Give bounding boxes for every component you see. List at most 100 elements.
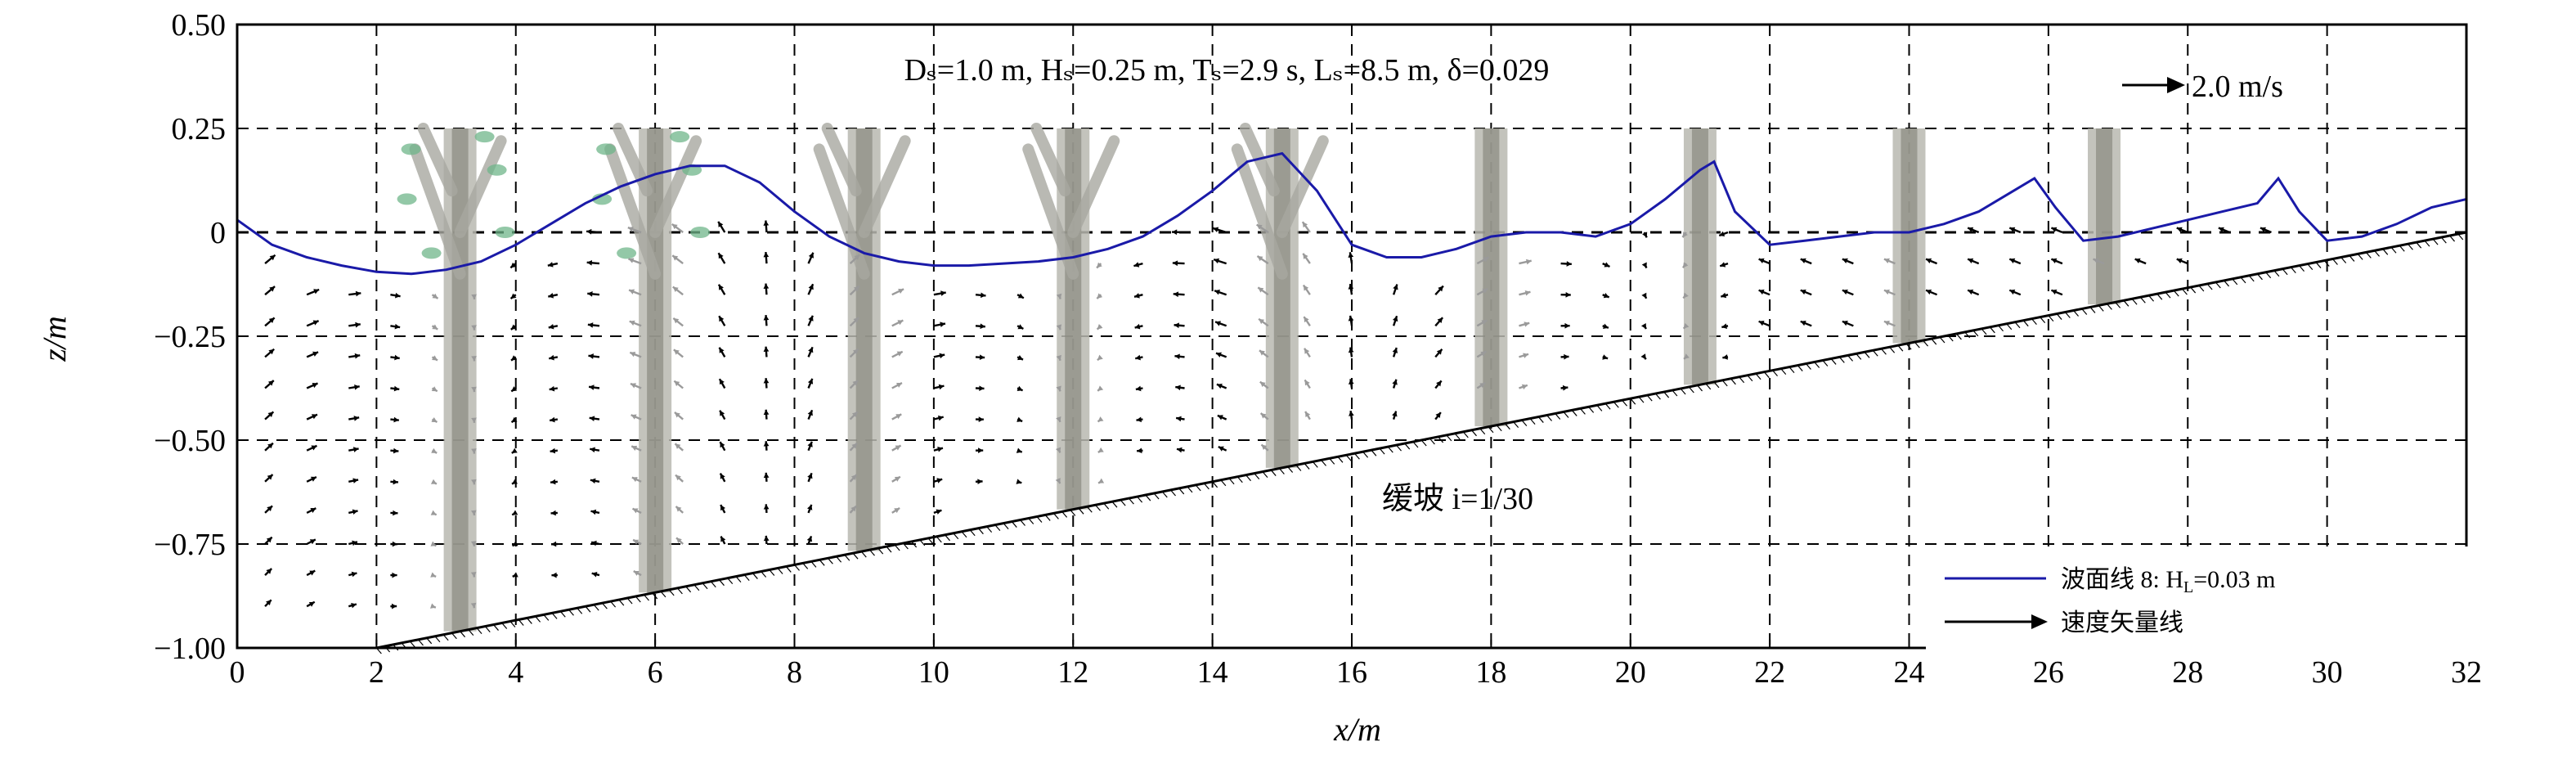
x-tick-label: 32 bbox=[2451, 655, 2482, 690]
slope-hatch bbox=[2115, 301, 2121, 308]
tree-trunk-core bbox=[2096, 128, 2113, 305]
velocity-arrowhead bbox=[1056, 354, 1061, 361]
slope-hatch bbox=[1923, 340, 1928, 347]
velocity-arrowhead bbox=[267, 474, 273, 480]
velocity-arrowhead bbox=[673, 317, 680, 324]
velocity-arrowhead bbox=[808, 315, 814, 322]
velocity-arrowhead bbox=[431, 355, 438, 361]
velocity-arrowhead bbox=[852, 349, 859, 355]
slope-hatch bbox=[719, 579, 725, 587]
slope-hatch bbox=[969, 529, 976, 537]
velocity-arrowhead bbox=[1134, 293, 1140, 299]
slope-hatch bbox=[1730, 378, 1736, 385]
velocity-arrowhead bbox=[674, 411, 680, 418]
slope-hatch bbox=[1672, 389, 1678, 397]
velocity-arrowhead bbox=[432, 293, 438, 299]
velocity-arrowhead bbox=[1017, 324, 1024, 330]
slope-hatch bbox=[994, 524, 1001, 532]
velocity-arrowhead bbox=[1215, 321, 1221, 326]
slope-hatch bbox=[1998, 325, 2004, 332]
slope-hatch bbox=[1462, 431, 1469, 438]
velocity-arrowhead bbox=[674, 380, 680, 387]
slope-hatch bbox=[1070, 509, 1076, 516]
velocity-arrowhead bbox=[1392, 379, 1398, 385]
slope-hatch bbox=[2073, 310, 2079, 317]
tree-trunk-core bbox=[1901, 128, 1918, 344]
tree bbox=[1022, 123, 1120, 510]
tree-branches bbox=[409, 123, 507, 280]
velocity-arrowhead bbox=[1016, 479, 1022, 484]
velocity-arrowhead bbox=[1016, 447, 1022, 453]
tree-trunk-core bbox=[647, 128, 664, 593]
velocity-arrowhead bbox=[1055, 478, 1061, 484]
velocity-arrowhead bbox=[1721, 292, 1727, 299]
slope-hatch bbox=[676, 587, 683, 595]
slope-hatch bbox=[1020, 519, 1025, 526]
velocity-arrowhead bbox=[1135, 385, 1142, 392]
x-tick-label: 18 bbox=[1475, 655, 1506, 690]
slope-hatch bbox=[852, 552, 859, 560]
velocity-arrowhead bbox=[1968, 227, 1974, 232]
velocity-arrowhead bbox=[1017, 354, 1023, 361]
slope-hatch bbox=[2006, 323, 2013, 331]
velocity-arrowhead bbox=[1564, 322, 1570, 329]
slope-hatch bbox=[1479, 428, 1486, 435]
velocity-arrowhead bbox=[1682, 232, 1688, 238]
slope-hatch bbox=[794, 564, 800, 571]
velocity-arrowhead bbox=[981, 292, 986, 299]
velocity-arrowhead bbox=[1565, 291, 1571, 298]
slope-hatch bbox=[894, 544, 900, 551]
velocity-arrowhead bbox=[266, 537, 272, 543]
velocity-arrowhead bbox=[894, 476, 900, 482]
slope-hatch bbox=[1931, 338, 1937, 345]
velocity-arrowhead bbox=[352, 447, 359, 452]
velocity-arrowhead bbox=[1176, 447, 1183, 453]
slope-hatch bbox=[2198, 285, 2205, 292]
slope-hatch bbox=[635, 596, 641, 603]
velocity-arrowhead bbox=[940, 322, 945, 328]
slope-hatch bbox=[2040, 317, 2046, 324]
slope-hatch bbox=[1287, 466, 1294, 473]
velocity-arrowhead bbox=[393, 510, 398, 516]
slope-hatch bbox=[2265, 272, 2272, 279]
slope-hatch bbox=[2399, 245, 2405, 252]
slope-hatch bbox=[568, 609, 574, 616]
slope-hatch bbox=[1203, 483, 1209, 490]
velocity-arrowhead bbox=[1482, 288, 1488, 294]
velocity-arrowhead bbox=[898, 288, 904, 295]
slope-hatch bbox=[2374, 250, 2381, 257]
tree-leaf bbox=[690, 227, 711, 238]
velocity-arrowhead bbox=[629, 289, 635, 295]
velocity-arrowhead bbox=[2176, 227, 2183, 232]
legend-vector-arrowhead bbox=[2031, 614, 2048, 629]
velocity-arrowhead bbox=[1348, 379, 1354, 384]
velocity-arrowhead bbox=[512, 510, 518, 515]
slope-hatch bbox=[1011, 521, 1017, 528]
velocity-arrowhead bbox=[549, 354, 554, 361]
velocity-arrowhead bbox=[1800, 289, 1806, 295]
slope-hatch bbox=[1529, 418, 1536, 425]
velocity-arrowhead bbox=[1056, 324, 1062, 331]
velocity-arrowhead bbox=[470, 510, 477, 516]
velocity-arrowhead bbox=[1303, 285, 1309, 291]
velocity-arrowhead bbox=[939, 353, 945, 359]
velocity-arrowhead bbox=[587, 291, 593, 297]
slope-hatch bbox=[1638, 396, 1645, 403]
slope-hatch bbox=[819, 559, 825, 566]
velocity-arrowhead bbox=[1174, 322, 1179, 329]
slope-hatch bbox=[1604, 402, 1611, 410]
slope-hatch bbox=[668, 589, 675, 596]
slope-hatch bbox=[777, 568, 783, 574]
velocity-arrowhead bbox=[1097, 385, 1104, 391]
slope-hatch bbox=[1187, 486, 1193, 493]
velocity-arrowhead bbox=[1097, 354, 1103, 361]
x-tick-label: 14 bbox=[1197, 655, 1228, 690]
slope-hatch bbox=[1537, 416, 1544, 423]
velocity-arrowhead bbox=[720, 505, 726, 511]
velocity-arrowhead bbox=[2009, 258, 2016, 264]
x-tick-label: 8 bbox=[787, 655, 802, 690]
velocity-arrowhead bbox=[895, 414, 902, 420]
velocity-arrowhead bbox=[675, 474, 681, 481]
velocity-arrowhead bbox=[1800, 258, 1806, 264]
slope-hatch bbox=[2273, 270, 2280, 277]
